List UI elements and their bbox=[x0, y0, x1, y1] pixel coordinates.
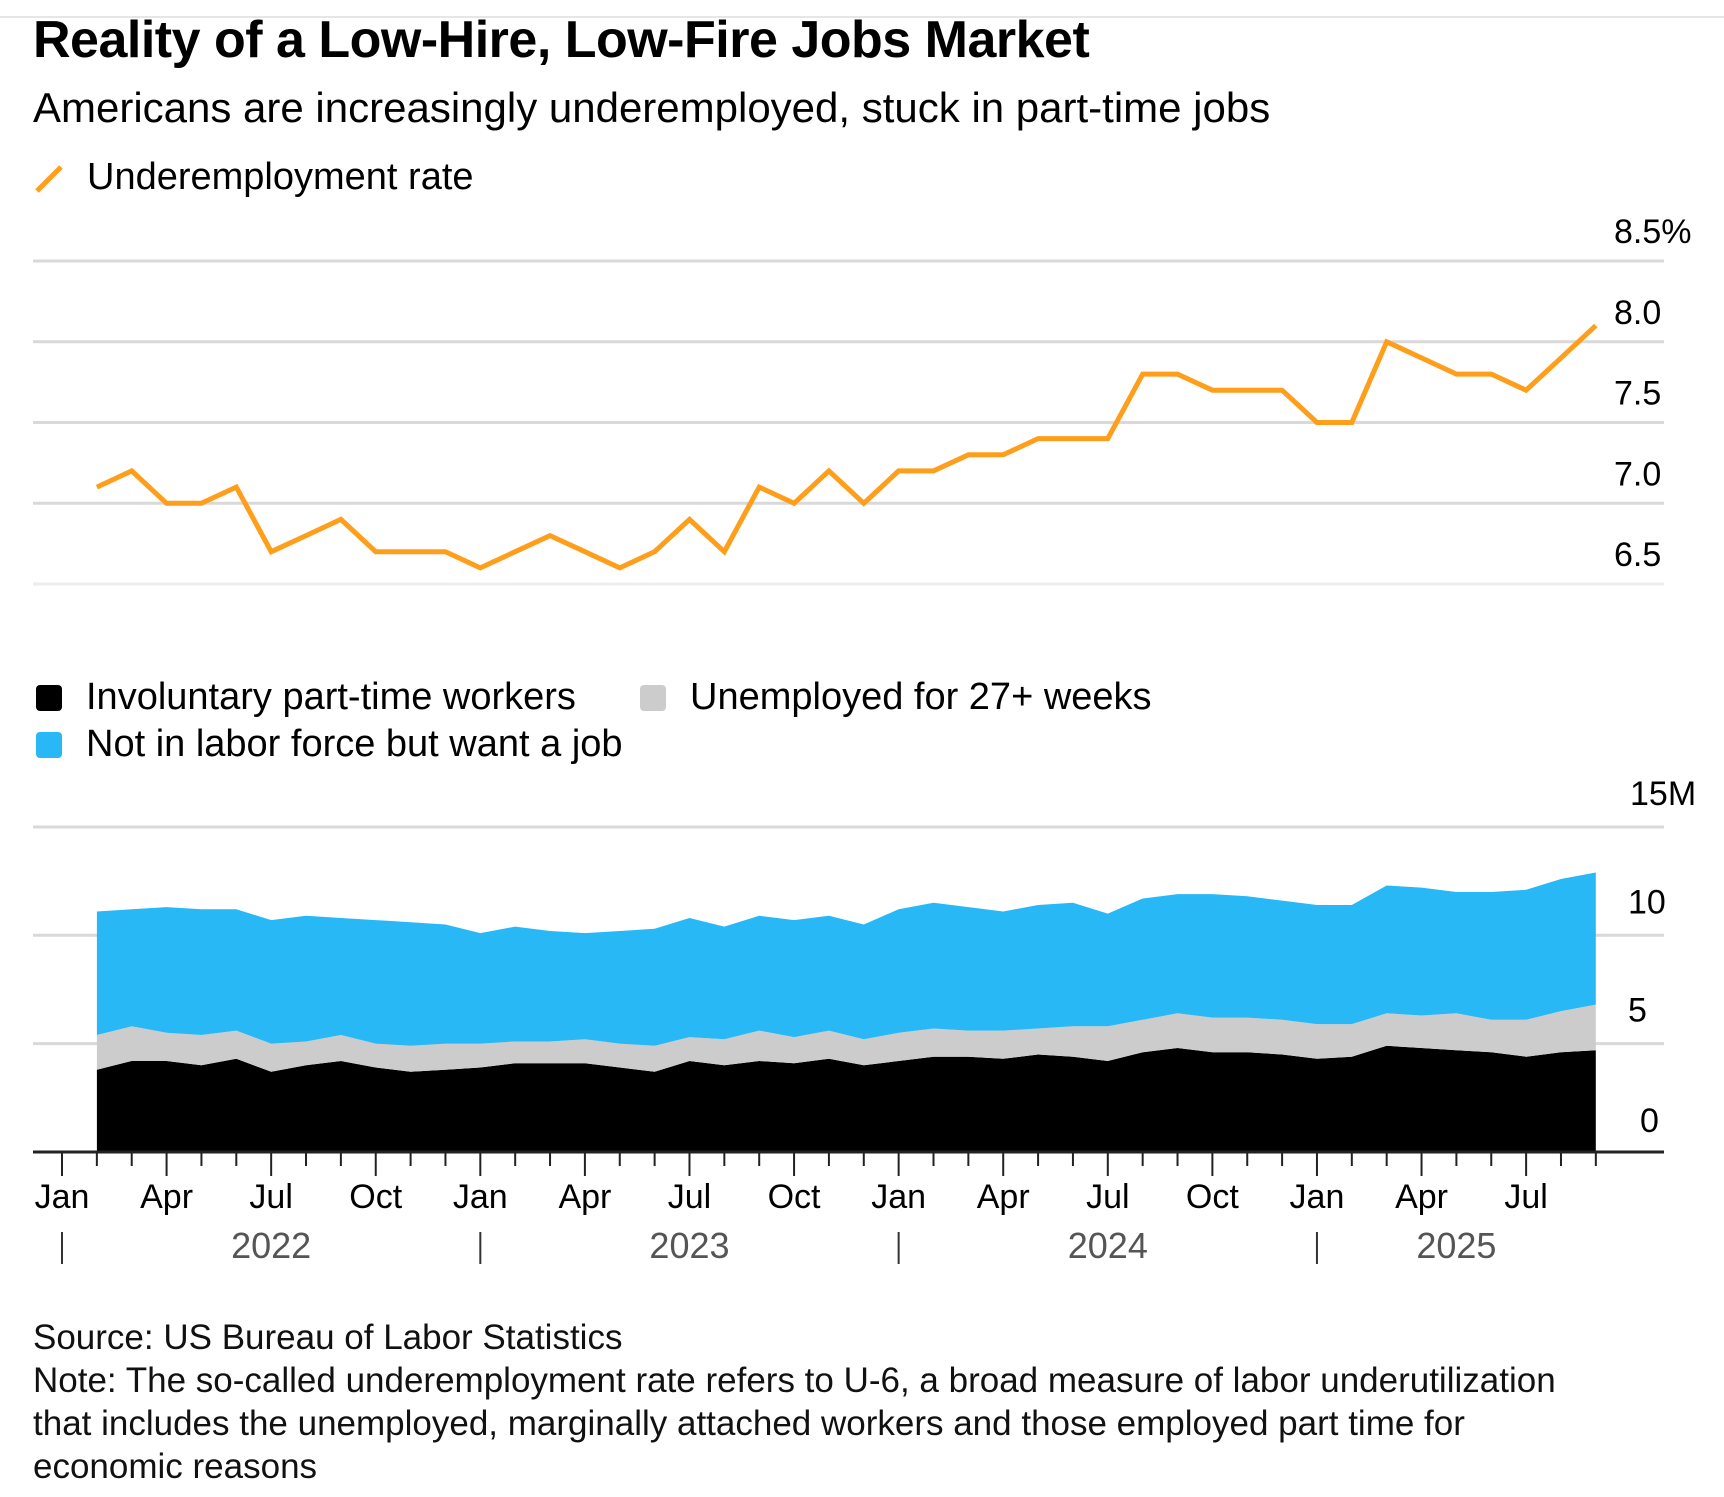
x-year-label: 2022 bbox=[231, 1225, 311, 1266]
y-tick-label: 8.0 bbox=[1614, 294, 1661, 332]
y-tick-label: 6.5 bbox=[1614, 536, 1661, 574]
x-month-label: Jan bbox=[453, 1178, 508, 1216]
underemployment-line bbox=[95, 323, 1598, 571]
x-month-label: Oct bbox=[768, 1178, 821, 1216]
x-month-label: Jul bbox=[249, 1178, 292, 1216]
x-month-label: Apr bbox=[977, 1178, 1030, 1216]
x-month-label: Oct bbox=[1186, 1178, 1239, 1216]
y-tick-label: 7.0 bbox=[1614, 455, 1661, 493]
legend-swatch-gray bbox=[640, 684, 666, 711]
x-month-label: Apr bbox=[558, 1178, 611, 1216]
note-line-1: Note: The so-called underemployment rate… bbox=[33, 1361, 1556, 1400]
x-year-label: 2025 bbox=[1416, 1225, 1496, 1266]
x-year-label: 2023 bbox=[649, 1225, 729, 1266]
chart-subtitle: Americans are increasingly underemployed… bbox=[33, 84, 1271, 131]
note-line-3: economic reasons bbox=[33, 1447, 318, 1486]
y-tick-label: 10 bbox=[1628, 883, 1666, 921]
x-month-label: Oct bbox=[349, 1178, 402, 1216]
source-text: Source: US Bureau of Labor Statistics bbox=[33, 1318, 623, 1357]
legend-item-involuntary: Involuntary part-time workers bbox=[36, 676, 576, 719]
y-tick-label: 5 bbox=[1628, 992, 1647, 1030]
x-month-label: Jan bbox=[1290, 1178, 1345, 1216]
x-month-label: Jul bbox=[1086, 1178, 1129, 1216]
legend-item-underemployment: Underemployment rate bbox=[33, 156, 474, 199]
y-tick-label: 15M bbox=[1630, 780, 1696, 813]
legend-label: Not in labor force but want a job bbox=[86, 723, 623, 765]
legend-label: Unemployed for 27+ weeks bbox=[690, 676, 1152, 718]
x-month-label: Jul bbox=[1504, 1178, 1547, 1216]
x-month-label: Jan bbox=[35, 1178, 90, 1216]
x-month-label: Jan bbox=[871, 1178, 926, 1216]
x-month-label: Apr bbox=[1395, 1178, 1448, 1216]
chart-title: Reality of a Low-Hire, Low-Fire Jobs Mar… bbox=[33, 11, 1090, 69]
y-tick-label: 8.5% bbox=[1614, 213, 1692, 251]
x-month-label: Apr bbox=[140, 1178, 193, 1216]
area-series-2 bbox=[96, 872, 1596, 1046]
area-series-0 bbox=[96, 1045, 1596, 1152]
legend-label: Underemployment rate bbox=[87, 156, 474, 198]
stacked-area-chart: 0 5 10 15M Jan Apr Jul Oct Jan Apr Jul Oct Jan Apr Jul… bbox=[33, 780, 1696, 1266]
legend-item-long-term-unemployed: Unemployed for 27+ weeks bbox=[640, 676, 1152, 719]
legend-item-not-in-labor-force: Not in labor force but want a job bbox=[36, 723, 623, 766]
x-month-label: Jul bbox=[668, 1178, 711, 1216]
legend-label: Involuntary part-time workers bbox=[86, 676, 576, 718]
top-border bbox=[0, 0, 1724, 18]
underemployment-line-chart: 6.5 7.0 7.5 8.0 8.5% bbox=[33, 213, 1692, 586]
note-line-2: that includes the unemployed, marginally… bbox=[33, 1404, 1465, 1443]
area-series-1 bbox=[96, 1004, 1596, 1072]
legend-swatch-blue bbox=[36, 731, 62, 758]
x-year-label: 2024 bbox=[1068, 1225, 1148, 1266]
line-legend-icon bbox=[35, 164, 63, 193]
legend-swatch-black bbox=[36, 684, 62, 711]
y-tick-label: 0 bbox=[1640, 1102, 1659, 1140]
y-tick-label: 7.5 bbox=[1614, 375, 1661, 413]
